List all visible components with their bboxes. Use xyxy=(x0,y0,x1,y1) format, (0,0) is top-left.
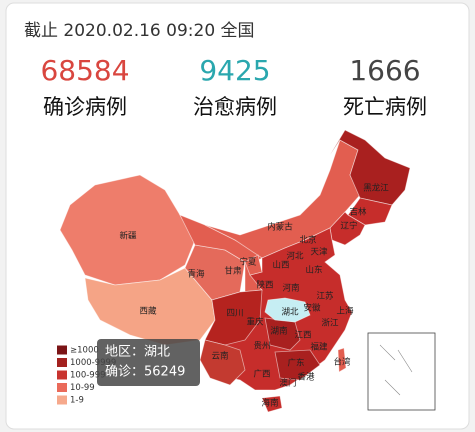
region-label[interactable]: 宁夏 xyxy=(239,257,257,268)
region-label[interactable]: 江西 xyxy=(294,331,311,341)
region-label[interactable]: 天津 xyxy=(310,247,328,258)
region-shape[interactable] xyxy=(347,197,393,226)
inset-islands xyxy=(379,344,413,396)
region-label[interactable]: 上海 xyxy=(336,306,354,317)
stat-label: 死亡病例 xyxy=(343,95,427,119)
region-label[interactable]: 山西 xyxy=(272,260,289,271)
region-label[interactable]: 青海 xyxy=(187,269,205,280)
south-sea-inset xyxy=(367,332,436,411)
tooltip-region: 地区：湖北 xyxy=(105,345,170,360)
stat-label: 治愈病例 xyxy=(193,95,277,119)
header-title: 截止 2020.02.16 09:20 全国 xyxy=(24,21,255,41)
tooltip-box xyxy=(97,339,200,386)
region-label[interactable]: 台湾 xyxy=(333,357,351,368)
tooltip-confirmed: 确诊：56249 xyxy=(105,365,185,380)
region-label[interactable]: 河南 xyxy=(282,283,299,294)
region-label[interactable]: 海南 xyxy=(261,398,278,409)
region-label[interactable]: 广西 xyxy=(253,369,270,380)
region-label[interactable]: 河北 xyxy=(286,251,304,262)
region-label[interactable]: 贵州 xyxy=(253,341,270,352)
region-shape[interactable] xyxy=(84,267,216,346)
region-label[interactable]: 湖南 xyxy=(270,326,287,337)
legend-swatch[interactable] xyxy=(57,395,67,405)
legend: ≥1000 1000-9999 100-999 10-99 1-9 xyxy=(57,345,116,406)
region-shape[interactable] xyxy=(337,347,347,373)
region-label[interactable]: 云南 xyxy=(211,351,228,362)
region-shape[interactable] xyxy=(329,129,411,206)
legend-label[interactable]: 1-9 xyxy=(70,396,84,406)
region-shape[interactable] xyxy=(274,349,321,381)
legend-swatch[interactable] xyxy=(57,358,67,367)
stats: 68584 确诊病例 9425 治愈病例 1666 死亡病例 xyxy=(40,54,427,119)
region-label[interactable]: 香港 xyxy=(297,372,315,383)
region-shape[interactable] xyxy=(199,339,246,386)
legend-swatch[interactable] xyxy=(57,345,67,355)
region-shape[interactable] xyxy=(244,254,263,276)
legend-swatch[interactable] xyxy=(57,383,67,392)
region-label[interactable]: 内蒙古 xyxy=(267,222,293,233)
region-label[interactable]: 山东 xyxy=(305,265,322,276)
region-shape[interactable] xyxy=(59,174,196,286)
region-label[interactable]: 北京 xyxy=(299,235,316,246)
region-label[interactable]: 黑龙江 xyxy=(363,183,389,194)
region-label[interactable]: 新疆 xyxy=(119,231,137,242)
region-label[interactable]: 西藏 xyxy=(139,306,157,317)
region-label[interactable]: 湖北 xyxy=(281,308,299,318)
stat-value: 1666 xyxy=(349,54,420,87)
region-label[interactable]: 福建 xyxy=(310,342,328,353)
region-label[interactable]: 陕西 xyxy=(256,280,273,291)
region-label[interactable]: 四川 xyxy=(226,309,243,319)
region-label[interactable]: 广东 xyxy=(287,358,304,369)
tooltip: 地区：湖北 确诊：56249 xyxy=(97,339,200,386)
region-shape[interactable] xyxy=(264,297,311,323)
legend-swatch[interactable] xyxy=(57,370,67,380)
stat-value: 68584 xyxy=(40,54,129,87)
region-label[interactable]: 浙江 xyxy=(321,318,339,329)
region-label[interactable]: 甘肃 xyxy=(224,266,242,277)
stat-label: 确诊病例 xyxy=(43,95,127,119)
region-label[interactable]: 吉林 xyxy=(349,207,367,218)
region-label[interactable]: 辽宁 xyxy=(340,221,357,232)
legend-label[interactable]: ≥1000 xyxy=(70,346,99,356)
region-label[interactable]: 安徽 xyxy=(303,303,321,314)
stat-value: 9425 xyxy=(199,54,270,87)
legend-label[interactable]: 10-99 xyxy=(70,383,95,393)
region-label[interactable]: 江苏 xyxy=(316,291,334,302)
legend-label[interactable]: 100-999 xyxy=(70,371,106,381)
region-label[interactable]: 重庆 xyxy=(246,317,264,328)
region-label[interactable]: 澳门 xyxy=(279,378,296,389)
region-shape[interactable] xyxy=(261,395,283,413)
legend-label[interactable]: 1000-9999 xyxy=(70,358,116,368)
region-shape[interactable] xyxy=(204,289,263,346)
